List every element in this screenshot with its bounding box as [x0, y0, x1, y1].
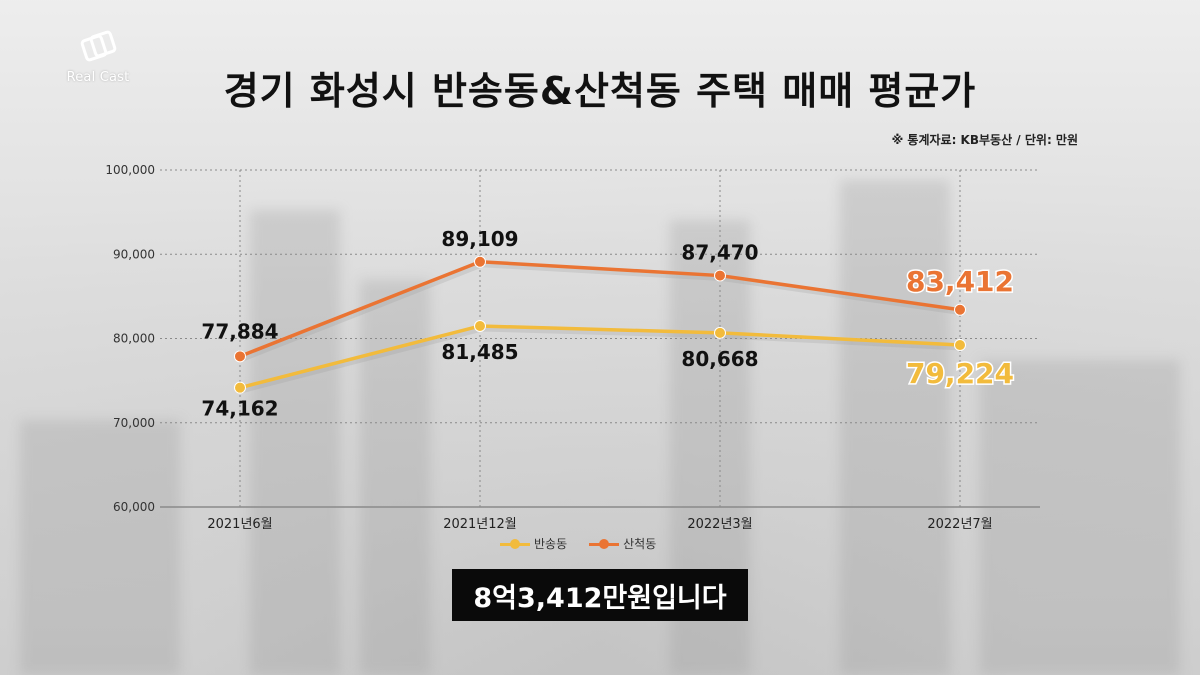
data-point	[474, 255, 486, 268]
logo-icon	[80, 30, 117, 62]
data-label: 83,412	[906, 265, 1014, 298]
page-title: 경기 화성시 반송동&산척동 주택 매매 평균가	[223, 69, 977, 113]
y-tick-label: 80,000	[113, 332, 155, 346]
legend-item-bansong: 반송동	[500, 535, 567, 552]
series-line	[239, 324, 961, 390]
data-label: 79,224	[906, 357, 1014, 390]
legend-item-sancheok: 산척동	[589, 535, 656, 552]
data-point	[714, 269, 726, 282]
x-tick-label: 2021년12월	[443, 517, 517, 532]
data-label: 80,668	[681, 347, 758, 371]
x-tick-label: 2021년6월	[207, 517, 272, 532]
data-label: 87,470	[681, 241, 758, 265]
y-tick-label: 60,000	[113, 500, 155, 514]
data-label: 74,162	[201, 397, 278, 421]
data-point	[714, 326, 726, 339]
legend-swatch-bansong	[500, 538, 530, 550]
data-point	[234, 381, 246, 394]
series-line	[239, 259, 961, 358]
logo-text: Real Cast	[66, 70, 130, 85]
data-label: 81,485	[441, 340, 518, 364]
x-tick-label: 2022년7월	[927, 517, 992, 532]
legend-label-sancheok: 산척동	[623, 537, 657, 551]
y-tick-label: 70,000	[113, 416, 155, 430]
data-point	[234, 350, 246, 363]
x-tick-label: 2022년3월	[687, 517, 752, 532]
series-line-shadow	[241, 262, 963, 362]
data-label: 89,109	[441, 227, 518, 251]
y-tick-label: 90,000	[113, 247, 155, 261]
data-point	[954, 339, 966, 352]
series-line-shadow	[241, 326, 963, 394]
y-tick-label: 100,000	[105, 163, 155, 177]
legend-label-bansong: 반송동	[534, 537, 568, 551]
legend: 반송동 산척동	[500, 535, 656, 552]
source-note: ※ 통계자료: KB부동산 / 단위: 만원	[891, 133, 1078, 147]
legend-swatch-sancheok	[589, 538, 620, 550]
data-label: 77,884	[201, 319, 278, 343]
data-point	[474, 319, 486, 332]
caption: 8억3,412만원입니다	[452, 569, 748, 621]
data-point	[954, 303, 966, 316]
logo: Real Cast	[62, 28, 134, 85]
